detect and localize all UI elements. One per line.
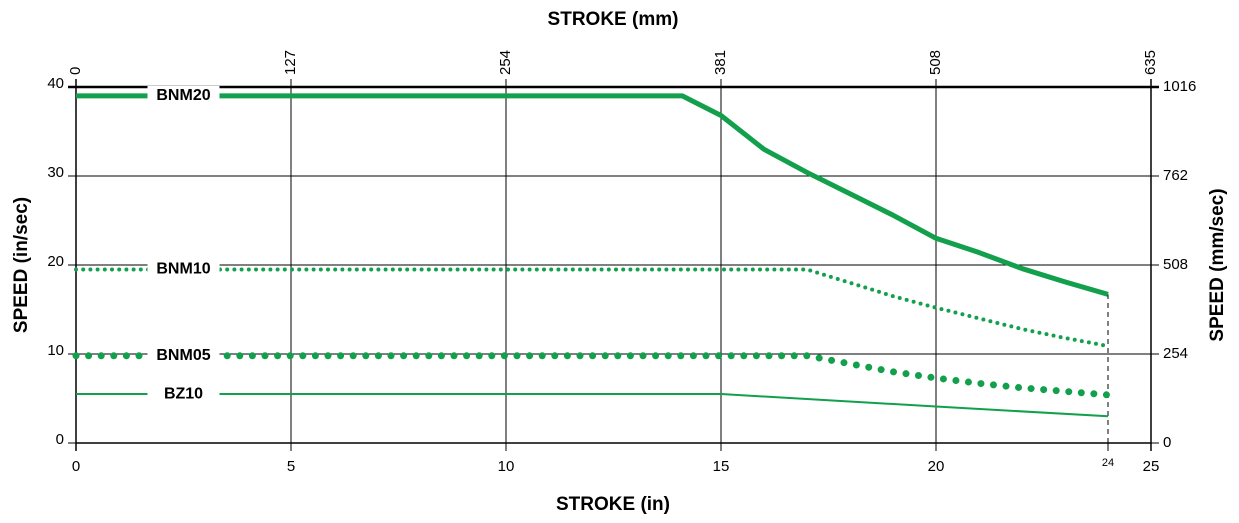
series-line xyxy=(76,93,1109,297)
series-line xyxy=(72,352,1112,399)
series-label-bg xyxy=(147,85,220,106)
series-label-bg xyxy=(147,345,220,366)
y2-tick-label: 254 xyxy=(1163,345,1188,362)
y-axis-title: SPEED (in/sec) xyxy=(11,197,32,333)
x2-tick-label: 381 xyxy=(712,50,729,75)
series-label: BNM10 xyxy=(156,261,210,278)
x-tick-label: 20 xyxy=(928,458,945,475)
x-axis-title: STROKE (in) xyxy=(556,494,670,515)
series-label-bg xyxy=(147,259,220,280)
x-tick-label: 15 xyxy=(713,458,730,475)
series-label: BNM05 xyxy=(156,347,210,364)
y2-tick-label: 762 xyxy=(1163,167,1188,184)
series-line xyxy=(74,267,1110,348)
x2-tick-label: 127 xyxy=(282,50,299,75)
y-tick-label: 20 xyxy=(47,253,64,270)
x2-axis-title: STROKE (mm) xyxy=(548,9,679,30)
y-tick-label: 10 xyxy=(47,342,64,359)
y-tick-label: 30 xyxy=(47,164,64,181)
y-tick-label: 0 xyxy=(56,431,64,448)
x2-tick-label: 254 xyxy=(497,50,514,75)
y-tick-label: 40 xyxy=(47,75,64,92)
y2-tick-label: 508 xyxy=(1163,256,1188,273)
series-label: BNM20 xyxy=(156,87,210,104)
x2-tick-label: 635 xyxy=(1142,50,1159,75)
x-tick-label: 10 xyxy=(498,458,515,475)
y2-tick-label: 0 xyxy=(1163,434,1171,451)
series-label-bg xyxy=(147,384,220,405)
y2-axis-title: SPEED (mm/sec) xyxy=(1207,188,1228,341)
x-tick-label: 24 xyxy=(1102,457,1114,469)
x2-tick-label: 0 xyxy=(67,67,84,75)
x-tick-label: 5 xyxy=(287,458,295,475)
x-tick-label: 0 xyxy=(72,458,80,475)
y2-tick-label: 1016 xyxy=(1163,78,1196,95)
x-tick-label: 25 xyxy=(1143,458,1160,475)
series-label: BZ10 xyxy=(164,385,203,402)
x2-tick-label: 508 xyxy=(927,50,944,75)
series-line xyxy=(76,393,1109,418)
